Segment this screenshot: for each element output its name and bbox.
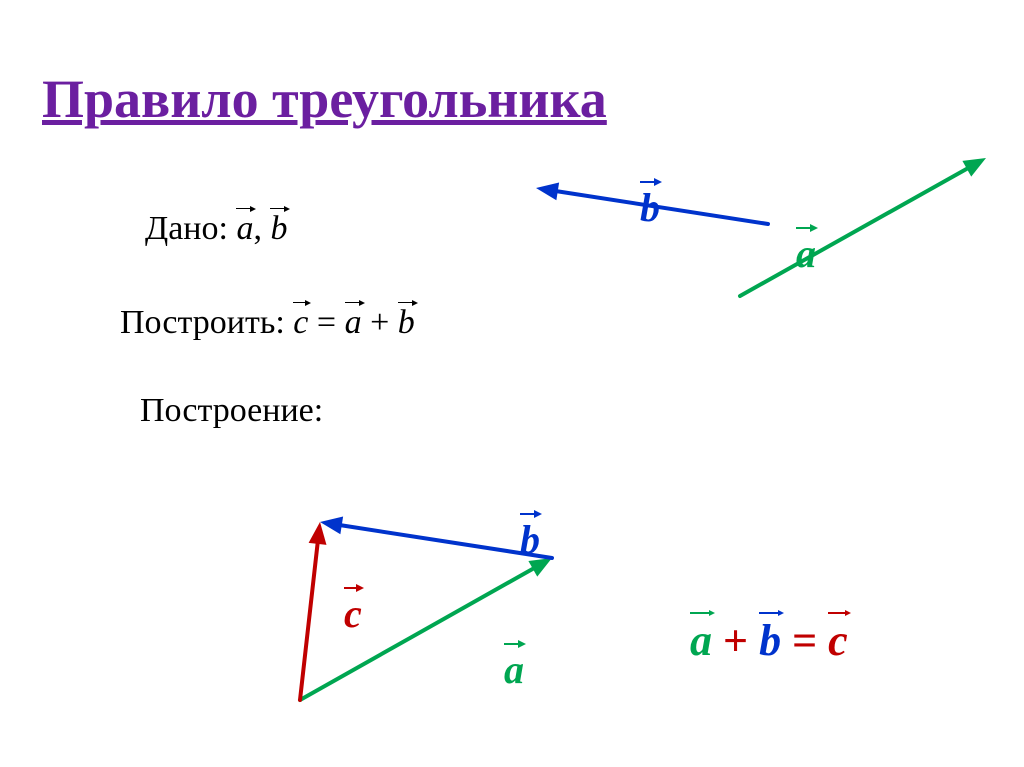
given-line: Дано: a, b bbox=[145, 206, 287, 248]
vector-label-a-triangle: a bbox=[504, 646, 524, 693]
construction-label: Построение: bbox=[140, 392, 323, 430]
given-prefix: Дано: bbox=[145, 210, 236, 247]
build-vec-a: a bbox=[345, 300, 362, 342]
given-sep: , bbox=[253, 210, 270, 247]
result-equation: a + b = c bbox=[690, 610, 848, 666]
result-vec-b: b bbox=[759, 610, 781, 666]
vector-label-c-triangle: c bbox=[344, 590, 362, 637]
result-eq-sign: = bbox=[781, 616, 828, 665]
build-vec-c: c bbox=[293, 300, 308, 342]
build-plus: + bbox=[362, 304, 398, 341]
vector-label-b-top: b bbox=[640, 184, 660, 231]
vector-label-b-triangle: b bbox=[520, 516, 540, 563]
result-vec-c: c bbox=[828, 610, 848, 666]
given-vec-a: a bbox=[236, 206, 253, 248]
page-title: Правило треугольника bbox=[42, 68, 607, 130]
given-vec-b: b bbox=[270, 206, 287, 248]
result-plus: + bbox=[712, 616, 759, 665]
build-line: Построить: c = a + b bbox=[120, 300, 415, 342]
build-prefix: Построить: bbox=[120, 304, 293, 341]
vector-label-a-top: a bbox=[796, 230, 816, 277]
build-vec-b: b bbox=[398, 300, 415, 342]
build-eq: = bbox=[308, 304, 344, 341]
result-vec-a: a bbox=[690, 610, 712, 666]
